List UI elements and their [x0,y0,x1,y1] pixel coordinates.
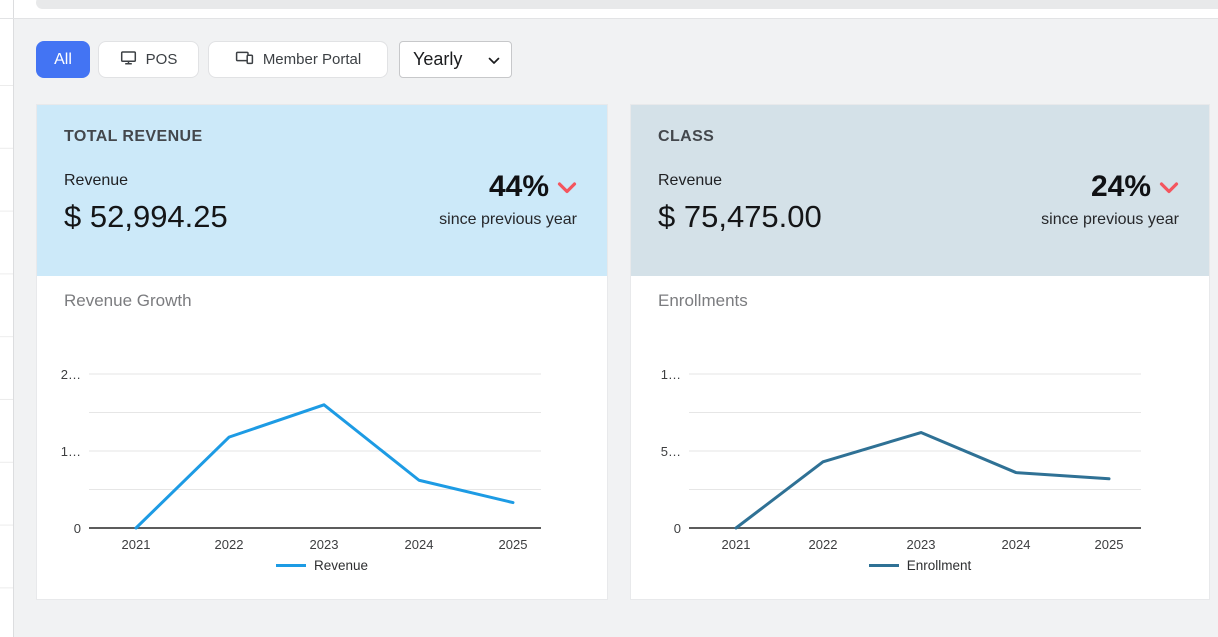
y-tick-label: 0 [674,521,681,536]
chart-title: Enrollments [658,291,748,310]
filter-all-label: All [54,50,72,68]
y-tick-label: 2… [61,367,81,382]
x-tick-label: 2025 [499,537,528,552]
trend-percent: 24% [1090,170,1151,203]
y-tick-label: 1… [61,444,81,459]
enrollment-series-line[interactable] [734,431,1111,530]
x-tick-label: 2024 [1002,537,1031,552]
legend-label: Revenue [313,557,369,573]
filter-member-portal-label: Member Portal [262,51,362,68]
revenue-growth-chart-area: Revenue Growth 0 1… 2… 2021 2022 2023 2024 2025… [37,276,607,599]
trend-percent: 44% [488,170,549,203]
enrollments-chart-area: Enrollments 0 5… 1… 2021 2022 2023 2024 2025 En… [631,276,1209,599]
trend-caption: since previous year [1041,211,1179,228]
chevron-down-icon [557,181,577,199]
total-revenue-card: TOTAL REVENUE Revenue $ 52,994.25 44% [36,104,608,600]
period-select-value: Yearly [413,49,463,69]
chevron-down-icon [1159,181,1179,199]
x-tick-label: 2023 [907,537,936,552]
x-tick-label: 2024 [405,537,434,552]
cutoff-panel-edge [36,0,1218,9]
x-tick-label: 2021 [122,537,151,552]
filter-pos-button[interactable]: POS [98,41,199,78]
filter-all-button[interactable]: All [36,41,90,78]
card-title: CLASS [658,128,715,145]
period-select[interactable]: Yearly [399,41,512,78]
metric-label: Revenue [64,172,129,189]
top-band [0,0,1218,18]
metric-value: $ 75,475.00 [658,199,822,234]
x-tick-label: 2025 [1095,537,1124,552]
chart-title: Revenue Growth [64,291,192,310]
y-tick-label: 0 [74,521,81,536]
x-tick-label: 2023 [310,537,339,552]
metric-label: Revenue [658,172,723,189]
class-card: CLASS Revenue $ 75,475.00 24% [630,104,1210,600]
revenue-growth-chart[interactable]: 0 1… 2… 2021 2022 2023 2024 2025 [37,276,607,556]
x-tick-label: 2021 [722,537,751,552]
top-divider [0,18,1218,19]
chart-legend: Revenue [37,554,607,576]
legend-label: Enrollment [906,557,972,573]
chart-legend: Enrollment [631,554,1209,576]
background-table-edge [0,0,14,637]
devices-icon [235,50,254,69]
trend-caption: since previous year [439,211,577,228]
class-card-header: CLASS Revenue $ 75,475.00 24% [631,105,1209,276]
total-revenue-card-header: TOTAL REVENUE Revenue $ 52,994.25 44% [37,105,607,276]
y-tick-label: 1… [661,367,681,382]
enrollments-chart[interactable]: 0 5… 1… 2021 2022 2023 2024 2025 [631,276,1209,556]
revenue-series-line[interactable] [134,403,515,530]
metric-value: $ 52,994.25 [64,199,228,234]
background-table-row-lines [0,85,13,637]
x-tick-label: 2022 [809,537,838,552]
filter-pos-label: POS [145,51,178,68]
filter-member-portal-button[interactable]: Member Portal [208,41,388,78]
chevron-down-icon [488,49,500,70]
monitor-icon [120,50,137,70]
card-title: TOTAL REVENUE [64,128,203,145]
x-tick-label: 2022 [215,537,244,552]
y-tick-label: 5… [661,444,681,459]
legend-line-swatch [868,563,899,567]
legend-line-swatch [275,563,306,567]
